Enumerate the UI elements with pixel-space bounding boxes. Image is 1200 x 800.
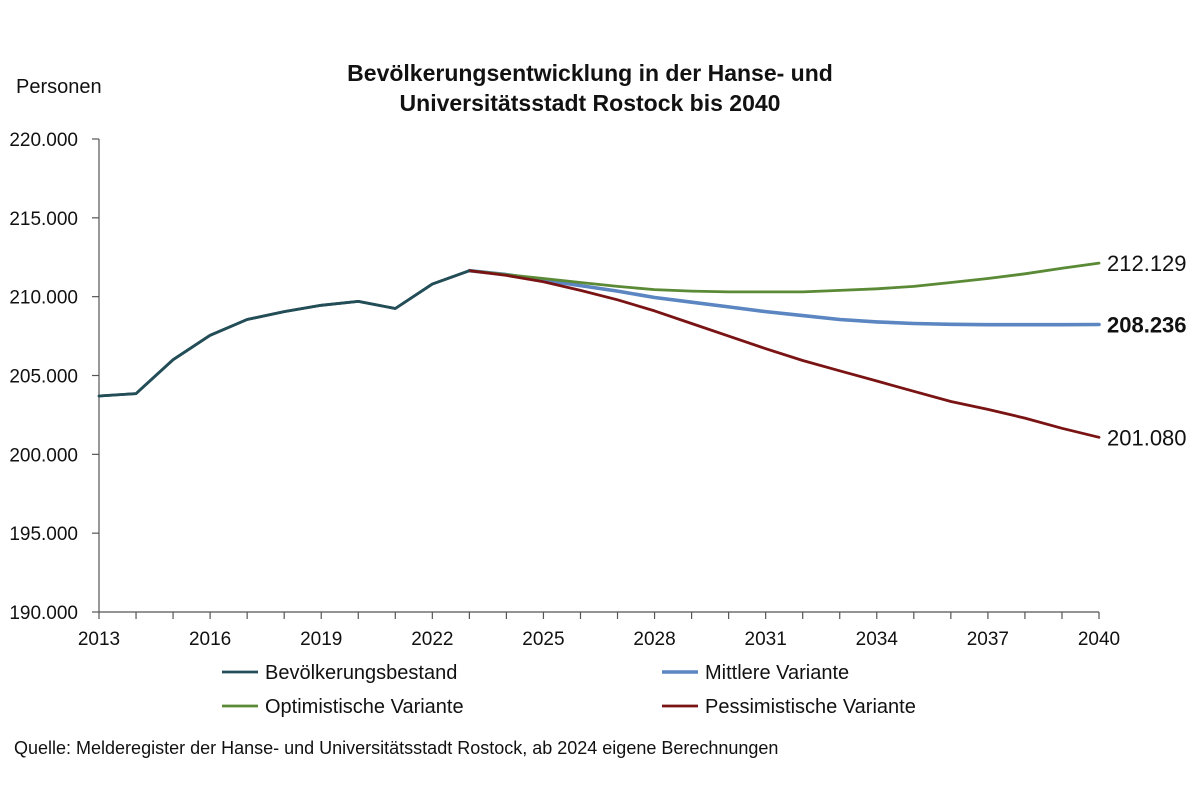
x-tick-label: 2025 <box>522 629 564 650</box>
x-tick-label: 2040 <box>1078 629 1120 650</box>
chart-title: Bevölkerungsentwicklung in der Hanse- un… <box>260 58 920 118</box>
source-note: Quelle: Melderegister der Hanse- und Uni… <box>14 738 779 758</box>
y-tick-label: 210.000 <box>9 288 78 309</box>
y-tick-label: 220.000 <box>9 130 78 151</box>
legend-label: Optimistische Variante <box>265 696 464 718</box>
legend-label: Pessimistische Variante <box>705 696 916 718</box>
x-tick-label: 2022 <box>411 629 453 650</box>
x-tick-label: 2019 <box>300 629 342 650</box>
x-tick-label: 2031 <box>745 629 787 650</box>
x-tick-label: 2028 <box>633 629 675 650</box>
y-tick-label: 215.000 <box>9 209 78 230</box>
y-tick-label: 190.000 <box>9 603 78 624</box>
x-tick-label: 2037 <box>967 629 1009 650</box>
chart-title-line-2: Universitätsstadt Rostock bis 2040 <box>399 90 781 116</box>
x-tick-label: 2013 <box>78 629 120 650</box>
end-value-label: 201.080 <box>1107 425 1187 450</box>
end-value-label: 212.129 <box>1107 251 1187 276</box>
y-tick-label: 200.000 <box>9 445 78 466</box>
y-tick-label: 205.000 <box>9 367 78 388</box>
x-tick-label: 2016 <box>189 629 231 650</box>
legend-label: Mittlere Variante <box>705 662 849 684</box>
chart-title-line-1: Bevölkerungsentwicklung in der Hanse- un… <box>347 60 833 86</box>
y-axis-label: Personen <box>16 76 102 98</box>
x-tick-label: 2034 <box>856 629 899 650</box>
series-line-mittlere-variante <box>467 268 1101 327</box>
series-line-optimistische-variante <box>467 261 1101 294</box>
y-tick-label: 195.000 <box>9 524 78 545</box>
series-line-bevoelkerungsbestand-top <box>98 269 470 398</box>
legend-label: Bevölkerungsbestand <box>265 662 457 684</box>
series-line-pessimistische-variante <box>467 269 1101 439</box>
end-value-label: 208.236 <box>1107 312 1187 337</box>
